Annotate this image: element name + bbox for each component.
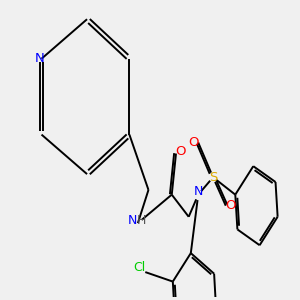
- Text: O: O: [225, 199, 235, 212]
- Text: H: H: [137, 214, 146, 227]
- Text: N: N: [194, 185, 203, 198]
- Text: O: O: [188, 136, 199, 149]
- Text: N: N: [34, 52, 44, 65]
- Text: S: S: [209, 171, 217, 184]
- Text: Cl: Cl: [133, 261, 145, 274]
- Text: N: N: [128, 214, 137, 227]
- Text: O: O: [175, 145, 185, 158]
